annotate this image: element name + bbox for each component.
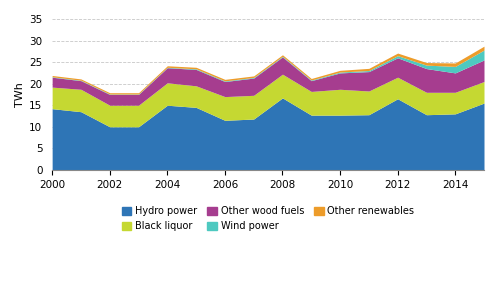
Legend: Hydro power, Black liquor, Other wood fuels, Wind power, Other renewables: Hydro power, Black liquor, Other wood fu… <box>122 206 415 231</box>
Y-axis label: TWh: TWh <box>15 82 25 107</box>
